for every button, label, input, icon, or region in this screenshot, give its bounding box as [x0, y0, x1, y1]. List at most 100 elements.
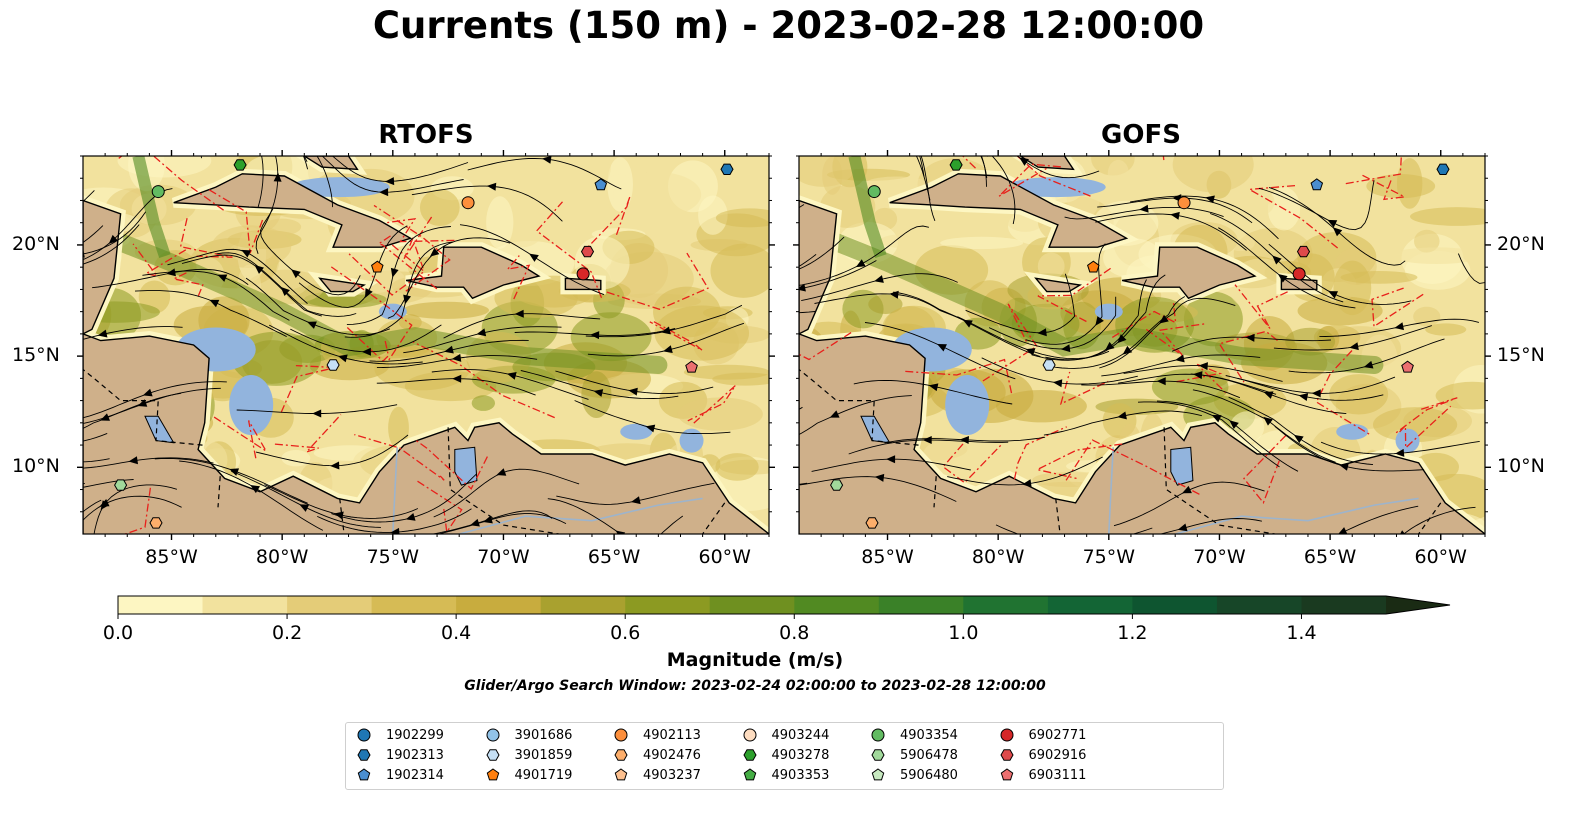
shallow-shelf — [620, 423, 653, 440]
colorbar-tick-label: 0.6 — [610, 622, 641, 644]
legend-marker — [871, 768, 885, 781]
float-marker — [830, 479, 844, 491]
legend-marker — [999, 749, 1014, 761]
eez-boundary — [1394, 397, 1458, 435]
legend-marker — [1000, 728, 1013, 742]
streamline-arrow — [1298, 393, 1309, 401]
legend-entry: 5906480 — [870, 766, 958, 784]
streamline-arrow — [209, 299, 220, 308]
lon-tick-label: 75°W — [366, 546, 420, 568]
eez-boundary — [280, 364, 336, 413]
country-border — [1163, 427, 1275, 534]
colorbar-bin — [963, 596, 1049, 614]
lon-tick-label: 85°W — [861, 546, 914, 568]
legend-entry: 4903354 — [870, 726, 958, 744]
legend-float-id: 4903278 — [771, 747, 830, 763]
streamline-arrow — [529, 253, 539, 262]
speed-patch — [383, 256, 422, 272]
streamline-arrow — [1327, 219, 1338, 228]
streamline-arrow — [888, 125, 900, 137]
streamline-arrow — [496, 468, 507, 476]
legend-marker-pentagon-icon — [1000, 768, 1013, 781]
colorbar-outline — [117, 595, 1451, 615]
speed-patch — [1285, 327, 1336, 356]
land-mass — [1034, 277, 1083, 293]
colorbar-bin — [709, 596, 795, 614]
colorbar-bin — [456, 596, 542, 614]
streamline — [915, 156, 931, 201]
streamline-arrow — [855, 259, 866, 268]
streamline-arrow — [1395, 448, 1405, 457]
streamline-arrow — [1037, 328, 1047, 337]
streamline-arrow — [379, 188, 389, 197]
lon-tick-label: 60°W — [698, 546, 751, 568]
shallow-shelf — [1395, 428, 1420, 453]
colorbar-bin — [371, 596, 457, 614]
legend-entry: 3901686 — [485, 726, 572, 744]
float-marker — [1042, 359, 1056, 371]
streamline — [316, 156, 334, 208]
streamline-arrow — [1277, 274, 1288, 283]
speed-patch — [799, 156, 855, 187]
speed-patch — [1329, 374, 1389, 415]
eez-boundary — [649, 321, 703, 351]
streamline-arrow — [1117, 334, 1127, 344]
streamline-arrow — [1025, 348, 1036, 356]
streamline-arrow — [361, 347, 371, 356]
lon-tick-label: 70°W — [1193, 546, 1246, 568]
streamline-arrow — [1245, 333, 1255, 342]
land-mass — [889, 173, 1129, 248]
streamline-arrow — [99, 499, 110, 507]
lat-tick-label: 20°N — [12, 232, 60, 255]
streamline-arrow — [661, 326, 671, 335]
colorbar — [117, 595, 1451, 619]
streamline-arrow — [937, 344, 947, 352]
country-border — [799, 369, 919, 446]
lon-tick-label: 65°W — [1303, 546, 1357, 568]
eez-boundary — [213, 416, 267, 459]
lon-tick-label: 65°W — [587, 546, 641, 568]
legend-entry: 4903278 — [742, 746, 830, 764]
streamline-arrow — [312, 409, 322, 418]
speed-patch — [471, 395, 496, 411]
river — [1108, 447, 1114, 534]
speed-patch — [1238, 187, 1275, 218]
speed-patch — [262, 218, 302, 236]
river — [392, 447, 398, 534]
streamline-arrow — [934, 110, 946, 121]
speed-patch — [494, 278, 578, 319]
eez-boundary — [171, 272, 204, 297]
streamline-arrow — [874, 275, 884, 283]
eez-boundary — [1243, 435, 1287, 504]
streamline-arrow — [166, 268, 176, 277]
land-mass — [799, 199, 838, 335]
streamline-arrow — [829, 410, 840, 418]
streamline-arrow — [486, 182, 497, 191]
eez-boundary — [1176, 363, 1227, 394]
streamline-arrow — [590, 331, 600, 340]
speed-patch — [1414, 229, 1440, 253]
colorbar-tick-label: 1.0 — [948, 622, 979, 644]
float-marker — [1296, 245, 1311, 258]
legend-marker-circle-icon — [486, 728, 499, 742]
float-marker — [149, 517, 163, 529]
lon-tick-label: 75°W — [1082, 546, 1136, 568]
eez-boundary — [1016, 156, 1091, 197]
map-frame — [82, 155, 770, 535]
lon-tick-label: 85°W — [145, 546, 198, 568]
legend-marker-pentagon-icon — [486, 768, 499, 781]
inland-lake — [1170, 446, 1194, 486]
streamline-arrow — [959, 436, 970, 445]
streamline-arrow — [1068, 539, 1077, 547]
colorbar-tick-label: 1.4 — [1286, 622, 1317, 644]
streamline-arrow — [143, 110, 153, 119]
streamline-arrow — [137, 399, 148, 407]
streamline-arrow — [1159, 314, 1169, 324]
streamline-arrow — [1022, 479, 1032, 488]
legend-entry: 4902113 — [613, 726, 701, 744]
streamline-arrow — [769, 272, 779, 282]
streamline-arrow — [476, 328, 487, 337]
legend-marker-hexagon-icon — [614, 749, 628, 761]
shallow-shelf — [229, 375, 274, 436]
streamline-arrow — [542, 156, 552, 164]
